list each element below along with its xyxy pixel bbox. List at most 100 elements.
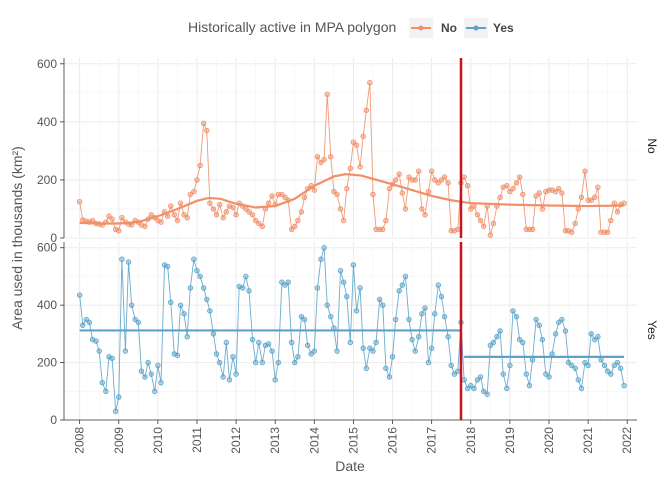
data-point: [177, 302, 184, 308]
data-point: [474, 212, 481, 218]
data-point: [321, 245, 327, 251]
x-tick-label: 2016: [386, 427, 400, 454]
panel-background: [64, 58, 637, 238]
data-point: [422, 212, 428, 218]
data-point: [187, 191, 194, 198]
data-point: [425, 359, 432, 366]
data-point: [158, 219, 164, 225]
data-point: [367, 79, 373, 86]
data-point: [402, 273, 409, 280]
data-point: [416, 334, 422, 340]
data-point: [197, 273, 203, 280]
data-point: [562, 328, 569, 334]
legend-item-no[interactable]: No: [409, 18, 457, 38]
data-point: [617, 365, 624, 372]
data-point: [585, 362, 591, 369]
legend-item-yes[interactable]: Yes: [464, 18, 514, 38]
data-point: [344, 293, 350, 300]
panel-no: 0 200 400 600: [37, 57, 637, 245]
x-tick-label: 2008: [73, 427, 87, 454]
y-tick-label: 200: [37, 173, 57, 187]
data-point: [533, 316, 539, 323]
data-point: [318, 256, 324, 262]
data-point: [174, 217, 181, 224]
data-point: [240, 285, 246, 291]
data-point: [412, 177, 418, 183]
legend-title: Historically active in MPA polygon: [188, 19, 396, 35]
data-point: [432, 311, 438, 317]
data-point: [184, 334, 190, 340]
data-point: [360, 133, 366, 140]
data-point: [513, 180, 520, 186]
data-point: [556, 185, 562, 192]
data-point: [539, 206, 546, 212]
data-point: [145, 359, 151, 366]
data-point: [549, 351, 555, 357]
data-point: [311, 187, 318, 193]
data-point: [230, 204, 236, 211]
data-point: [480, 223, 487, 230]
data-point: [471, 385, 477, 392]
data-point: [142, 374, 148, 380]
x-tick-label: 2014: [307, 427, 321, 454]
data-point: [200, 120, 207, 127]
data-point: [376, 296, 383, 303]
data-point: [595, 184, 601, 190]
data-point: [76, 199, 83, 205]
data-point: [363, 107, 370, 113]
data-point: [311, 348, 318, 354]
data-point: [432, 177, 438, 183]
data-point: [360, 345, 366, 351]
data-point: [233, 212, 239, 218]
data-point: [399, 282, 406, 288]
data-point: [546, 374, 552, 380]
data-point: [490, 220, 497, 227]
data-point: [406, 316, 412, 323]
data-point: [174, 352, 181, 359]
data-point: [324, 302, 330, 308]
data-point: [249, 336, 256, 343]
data-point: [168, 203, 174, 209]
data-point: [109, 216, 115, 222]
data-point: [480, 388, 487, 394]
data-point: [155, 362, 161, 369]
data-point: [93, 338, 99, 344]
data-point: [380, 302, 386, 308]
data-point: [601, 362, 608, 369]
data-point: [168, 299, 174, 305]
data-point: [259, 359, 266, 366]
data-point: [207, 308, 213, 314]
data-point: [337, 268, 344, 274]
x-tick-label: 2020: [542, 427, 556, 454]
data-point: [386, 185, 393, 192]
data-point: [269, 193, 275, 199]
data-point: [125, 259, 132, 265]
series-line-no: [79, 82, 625, 236]
y-tick-label: 600: [37, 57, 57, 71]
data-point: [314, 285, 321, 291]
data-point: [516, 174, 523, 180]
data-point: [249, 212, 256, 218]
facet-strip-label-no: No: [645, 138, 659, 154]
data-point: [119, 256, 125, 262]
series-line-yes: [79, 247, 625, 412]
data-point: [357, 285, 363, 291]
x-tick-label: 2018: [464, 427, 478, 454]
data-point: [441, 174, 448, 180]
data-point: [204, 127, 210, 134]
data-point: [399, 190, 406, 196]
data-point: [321, 156, 327, 163]
data-point: [559, 190, 565, 196]
data-point: [216, 359, 223, 366]
data-point: [344, 185, 350, 192]
x-axis-ticks: 2008 2009 2010 2011 2012 2013 2014 2015 2016 2017…: [64, 419, 637, 454]
data-point: [164, 213, 171, 219]
panel-yes: 0 200 400 600: [37, 241, 637, 427]
data-point: [301, 194, 308, 201]
data-point: [220, 374, 226, 380]
y-tick-label: 400: [37, 115, 57, 129]
data-point: [526, 382, 533, 389]
data-point: [233, 371, 239, 377]
data-point: [572, 220, 578, 227]
